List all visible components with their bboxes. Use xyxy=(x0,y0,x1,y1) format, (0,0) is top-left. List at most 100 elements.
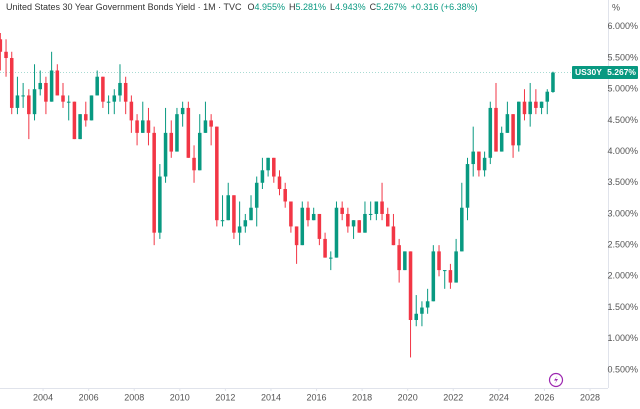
ohlc-value: 4.955% xyxy=(254,2,285,12)
candle-body xyxy=(32,89,37,115)
x-tick-label: 2006 xyxy=(79,392,99,402)
candle-body xyxy=(112,95,117,102)
candle-body xyxy=(192,157,196,171)
candle-body xyxy=(146,120,151,133)
x-tick-label: 2014 xyxy=(261,392,281,402)
lightning-icon xyxy=(548,372,564,388)
candle-body xyxy=(471,151,475,165)
candle-body xyxy=(175,114,179,152)
candle-body xyxy=(317,213,322,239)
candle-body xyxy=(374,201,379,214)
candle-body xyxy=(254,182,259,208)
candle-body xyxy=(186,107,191,158)
ohlc-key: L xyxy=(330,2,335,12)
x-tick-label: 2020 xyxy=(398,392,418,402)
ohlc-key: O xyxy=(247,2,254,12)
x-tick-label: 2028 xyxy=(580,392,600,402)
candle-body xyxy=(89,95,94,121)
candle-body xyxy=(129,101,134,121)
candle-body xyxy=(391,226,396,246)
candle-body xyxy=(4,51,8,59)
candle-body xyxy=(203,120,208,133)
candle-body xyxy=(454,251,458,283)
candle-body xyxy=(431,251,436,302)
header: United States 30 Year Government Bonds Y… xyxy=(6,2,478,12)
candle-body xyxy=(494,107,498,152)
x-tick-label: 2008 xyxy=(124,392,144,402)
candle-body xyxy=(106,101,111,103)
candle-body xyxy=(66,101,71,103)
title: United States 30 Year Government Bonds Y… xyxy=(6,2,242,12)
candle-body xyxy=(363,213,367,233)
candle-body xyxy=(158,176,162,233)
price-tag-value: 5.267% xyxy=(607,67,636,77)
candle-body xyxy=(27,95,31,115)
y-tick-label: 3.500% xyxy=(607,177,638,187)
candle-body xyxy=(522,101,527,115)
candle-body xyxy=(289,201,293,227)
candle-body xyxy=(517,101,521,146)
candle-body xyxy=(237,226,242,233)
x-tick-label: 2010 xyxy=(170,392,190,402)
candle-body xyxy=(101,76,105,102)
ohlc-value: 4.943% xyxy=(335,2,366,12)
ohlc-key: C xyxy=(370,2,377,12)
candle-body xyxy=(425,301,430,308)
candle-body xyxy=(300,207,305,246)
candle-body xyxy=(118,82,122,96)
candle-body xyxy=(340,207,344,214)
candle-body xyxy=(152,132,156,233)
candle-body xyxy=(368,213,373,215)
ohlc-key: H xyxy=(289,2,296,12)
candle-body xyxy=(277,176,282,190)
x-tick-label: 2012 xyxy=(215,392,235,402)
candle-body xyxy=(95,76,99,96)
candle-body xyxy=(414,313,418,321)
candle-body xyxy=(403,251,407,271)
candle-body xyxy=(141,120,145,133)
candle-body xyxy=(123,82,128,102)
candle-body xyxy=(283,189,287,202)
candle-body xyxy=(334,207,339,258)
y-tick-label: 1.000% xyxy=(607,333,638,343)
candle-body xyxy=(294,226,299,246)
candle-body xyxy=(306,207,310,221)
candle-body xyxy=(78,114,82,140)
candle-body xyxy=(15,95,20,108)
x-tick-label: 2024 xyxy=(489,392,509,402)
x-tick-label: 2026 xyxy=(534,392,554,402)
candle-body xyxy=(272,157,276,177)
candle-body xyxy=(197,132,202,171)
candle-body xyxy=(163,132,168,177)
candle-body xyxy=(420,307,424,314)
x-tick-label: 2018 xyxy=(352,392,372,402)
candle-body xyxy=(135,120,139,133)
y-tick-label: 1.500% xyxy=(607,302,638,312)
candle-body xyxy=(9,58,14,108)
x-tick-label: 2022 xyxy=(443,392,463,402)
candle-body xyxy=(408,251,413,321)
candle-body xyxy=(448,270,453,283)
candle-body xyxy=(169,132,174,152)
candle-body xyxy=(511,114,515,146)
candle-body xyxy=(380,201,384,214)
y-tick-label: 2.000% xyxy=(607,271,638,281)
candle-body xyxy=(351,220,356,227)
price-tag-symbol: US30Y xyxy=(575,67,602,77)
candle-body xyxy=(55,70,60,96)
y-tick-label: 5.000% xyxy=(607,84,638,94)
candle-body xyxy=(84,114,88,121)
y-tick-label: 0.500% xyxy=(607,364,638,374)
y-tick-label: 5.500% xyxy=(607,52,638,62)
y-tick-label: 3.000% xyxy=(607,208,638,218)
x-tick-label: 2004 xyxy=(33,392,53,402)
x-tick-label: 2016 xyxy=(307,392,327,402)
candle-body xyxy=(266,157,270,171)
candle-body xyxy=(346,213,350,227)
candle-body xyxy=(528,101,532,115)
price-tag xyxy=(572,66,638,80)
candle-body xyxy=(226,195,230,221)
candle-body xyxy=(38,82,42,90)
